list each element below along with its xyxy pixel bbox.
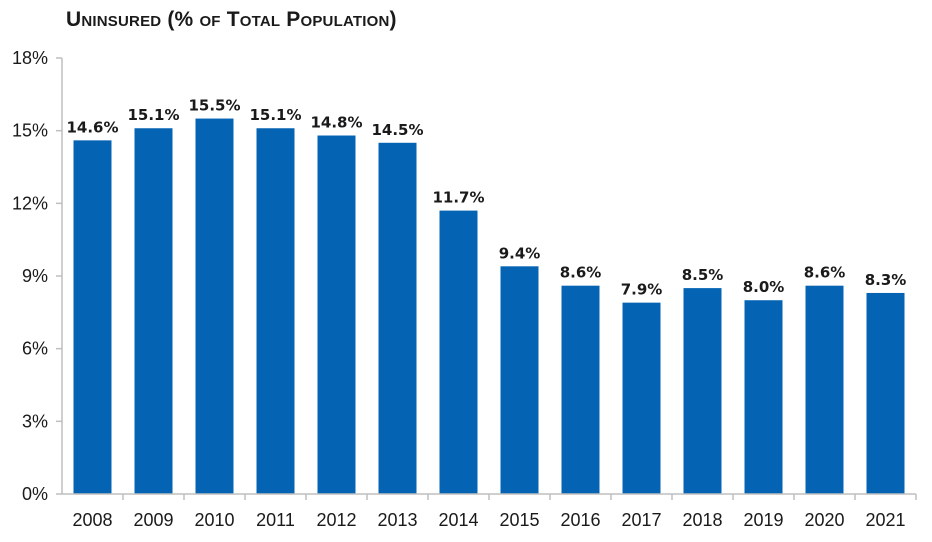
- x-tick-label: 2014: [438, 510, 478, 530]
- y-tick-label: 6%: [22, 339, 48, 359]
- bar: [561, 285, 600, 494]
- bar: [73, 140, 112, 494]
- bar: [744, 300, 783, 494]
- bar: [622, 302, 661, 494]
- data-label: 9.4%: [499, 244, 541, 262]
- x-tick-label: 2016: [560, 510, 600, 530]
- data-label: 15.1%: [127, 106, 179, 124]
- bar: [439, 210, 478, 494]
- x-tick-label: 2010: [194, 510, 234, 530]
- data-label: 8.6%: [560, 264, 602, 282]
- bar: [317, 135, 356, 494]
- bars: 14.6% 15.1% 15.5% 15.1% 14.8% 14.5% 11.7% 9.4% 8…: [66, 97, 907, 495]
- x-tick-label: 2018: [682, 510, 722, 530]
- x-tick-label: 2008: [72, 510, 112, 530]
- y-tick-label: 9%: [22, 266, 48, 286]
- y-axis: 0% 3% 6% 9% 12% 15% 18%: [12, 48, 63, 504]
- chart-title: Uninsured (% of Total Population): [66, 8, 397, 31]
- data-label: 8.3%: [865, 271, 907, 289]
- x-tick-label: 2011: [256, 510, 295, 530]
- data-label: 14.6%: [66, 118, 118, 136]
- x-tick-label: 2019: [743, 510, 783, 530]
- data-label: 15.1%: [249, 106, 301, 124]
- x-tick-label: 2020: [804, 510, 844, 530]
- data-label: 7.9%: [621, 281, 663, 299]
- bar: [195, 118, 234, 495]
- bar: [256, 128, 295, 494]
- data-label: 14.8%: [310, 114, 362, 132]
- x-tick-label: 2021: [865, 510, 905, 530]
- bar: [378, 142, 417, 494]
- y-tick-label: 3%: [22, 411, 48, 431]
- data-label: 8.5%: [682, 266, 724, 284]
- x-tick-label: 2012: [316, 510, 356, 530]
- data-label: 8.0%: [743, 278, 785, 296]
- y-tick-label: 15%: [12, 121, 48, 141]
- data-label: 15.5%: [188, 97, 240, 115]
- x-tick-label: 2017: [621, 510, 661, 530]
- data-label: 14.5%: [371, 121, 423, 139]
- data-label: 11.7%: [432, 189, 484, 207]
- x-axis: 2008 2009 2010 2011 2012 2013 2014 2015 2016 2017…: [62, 493, 917, 530]
- x-tick-label: 2015: [499, 510, 539, 530]
- bar: [805, 285, 844, 494]
- data-label: 8.6%: [804, 264, 846, 282]
- x-tick-label: 2009: [133, 510, 173, 530]
- bar: [683, 288, 722, 494]
- x-tick-label: 2013: [377, 510, 417, 530]
- y-tick-label: 18%: [12, 48, 48, 68]
- y-tick-label: 0%: [22, 484, 48, 504]
- bar: [500, 266, 539, 494]
- y-tick-label: 12%: [12, 193, 48, 213]
- bar: [134, 128, 173, 494]
- bar: [866, 292, 905, 494]
